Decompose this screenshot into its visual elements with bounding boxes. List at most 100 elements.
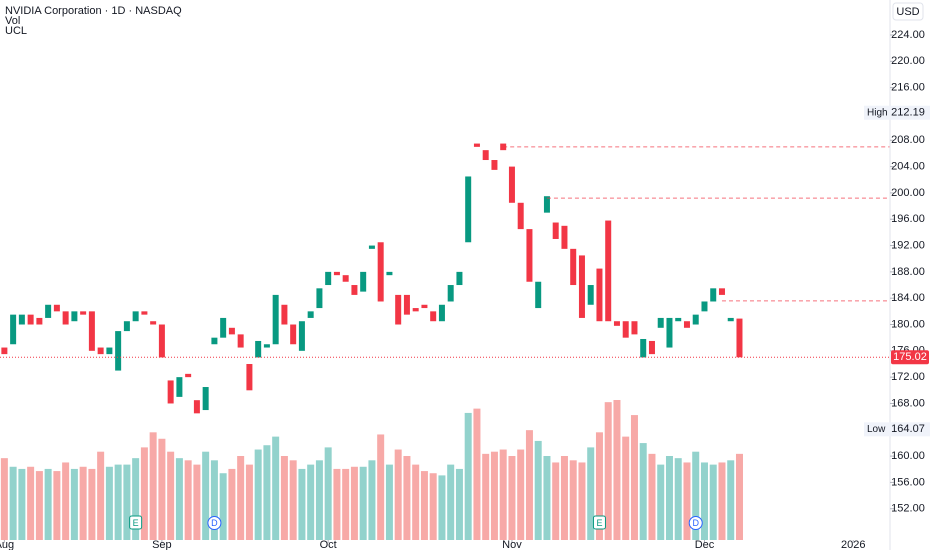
candle-body [62,311,69,325]
volume-bar [595,432,603,540]
candle-body [237,334,244,348]
event-label[interactable]: E [133,518,139,528]
volume-bar [219,473,227,540]
candle-body [403,294,410,315]
candle-body [508,166,515,203]
candle-body [106,347,113,355]
candle-body [193,400,200,414]
candle-body [185,373,192,378]
currency[interactable]: USD [896,6,919,18]
volume-bar [315,460,323,540]
indicator-label: Vol [5,15,20,27]
volume-bar [359,466,367,540]
volume-bar [508,456,516,540]
volume-bar [62,462,70,540]
x-tick-label: 2026 [841,539,865,550]
candle-body [543,196,550,213]
volume-bar [394,449,402,540]
event-marker[interactable] [688,516,703,530]
y-tick-label: 184.00 [891,292,925,304]
volume-bar [237,456,245,540]
volume-bar [289,460,297,540]
volume-bar [35,471,43,540]
candle-body [263,344,270,348]
volume-bar [499,449,507,540]
candle-body [465,176,472,243]
candle-body [430,311,437,322]
x-tick-label: Oct [320,539,337,550]
volume-bar [455,468,463,540]
candle-body [666,317,673,348]
volume-bar [158,438,166,540]
badge-label: Low [867,424,886,435]
candle-body [657,317,664,328]
candle-body [228,327,235,335]
candle-body [53,304,60,312]
candle-body [316,288,323,309]
candle-body [360,271,367,292]
badge-value: 164.07 [891,423,925,435]
volume-bar [718,462,726,540]
candle-body [473,143,480,147]
candle-body [736,318,743,358]
candle-body [561,225,568,249]
volume-bar [175,458,183,540]
volume-bar [202,451,210,540]
y-tick-label: 200.00 [891,187,925,199]
y-tick-label: 204.00 [891,161,925,173]
volume-bar [18,468,26,540]
candle-body [123,321,130,332]
volume-bar [9,466,17,540]
volume-bar [53,471,61,540]
candle-body [587,285,594,305]
candle-body [727,317,734,322]
candle-body [18,314,25,325]
candle-body [683,321,690,328]
y-tick-label: 152.00 [891,503,925,515]
candle-body [692,314,699,325]
currency-box[interactable] [892,2,924,21]
candle-body [220,317,227,338]
candle-body [27,314,34,325]
y-tick-label: 168.00 [891,397,925,409]
volume-bar [140,447,148,540]
volume-bar [490,451,498,540]
event-marker[interactable] [592,515,606,530]
volume-bar [613,400,621,540]
volume-bar [578,462,586,540]
volume-bar [0,458,8,540]
volume-bar [657,464,665,540]
event-label[interactable]: D [692,518,699,528]
indicator-label: UCL [5,25,27,37]
event-label[interactable]: E [596,518,602,528]
volume-bar [245,464,253,540]
candle-body [447,285,454,302]
candle-body [307,311,314,318]
candle-body [1,347,8,355]
event-marker[interactable] [129,515,143,530]
volume-bar [385,464,393,540]
candle-body [552,222,559,239]
volume-bar [587,447,595,540]
badge-value: 212.19 [891,107,925,119]
candle-body [88,311,95,351]
x-tick-label: Sep [152,539,172,550]
event-label[interactable]: D [211,518,218,528]
volume-bar [700,462,708,540]
volume-bar [167,451,175,540]
volume-bar [447,464,455,540]
event-marker[interactable] [207,516,222,530]
volume-bar [403,456,411,540]
volume-bar [525,430,533,540]
y-tick-label: 196.00 [891,213,925,225]
candle-body [517,202,524,230]
candle-body [596,268,603,322]
volume-bar [280,456,288,540]
x-tick-label: Nov [502,539,522,550]
volume-bar [727,460,735,540]
candle-body [491,160,498,170]
volume-bar [184,460,192,540]
volume-bar [709,464,717,540]
